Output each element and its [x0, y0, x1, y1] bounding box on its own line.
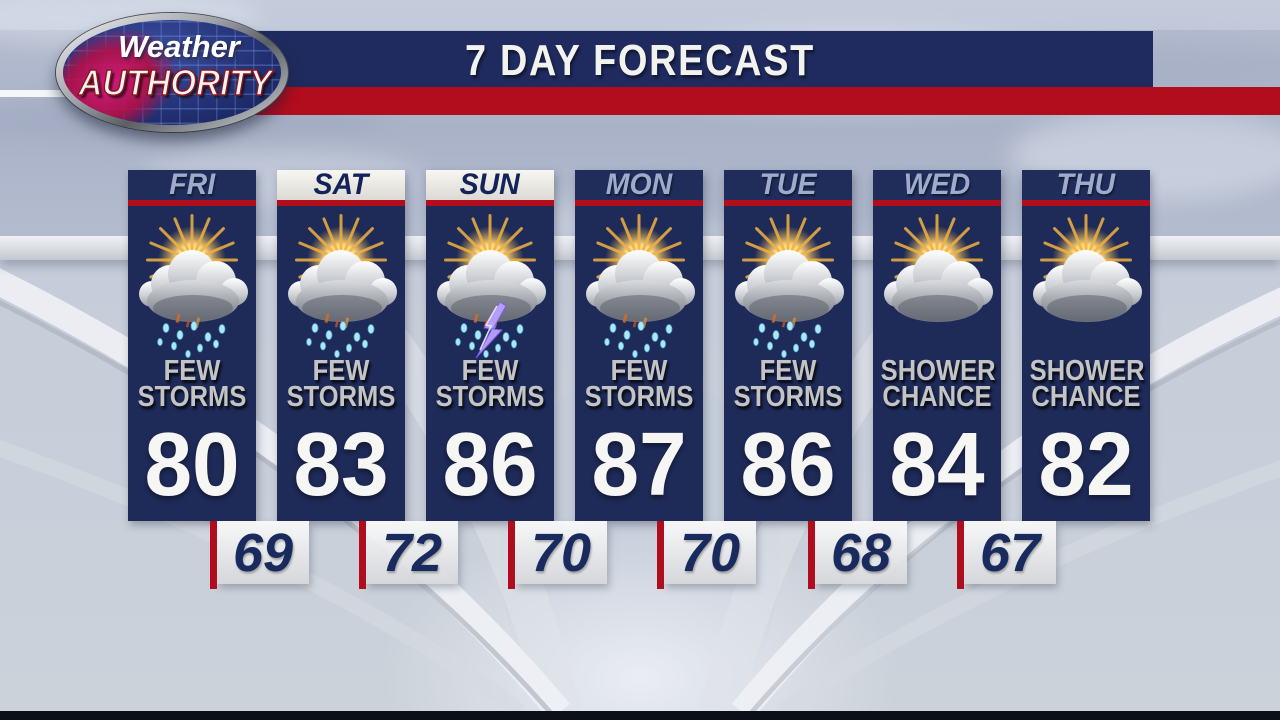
day-header: MON	[575, 168, 703, 201]
day-red-bar	[277, 200, 405, 206]
low-temp-box: 67	[957, 521, 1056, 589]
day-red-bar	[426, 200, 554, 206]
low-temp: 72	[366, 521, 458, 584]
day-header: SAT	[277, 168, 405, 201]
low-temp: 67	[964, 521, 1056, 584]
weather-icon-storm-rain	[577, 202, 701, 362]
day-label: SAT	[313, 168, 369, 201]
logo-text-authority: AUTHORITY	[78, 61, 273, 104]
condition-text: FEW STORMS	[584, 355, 694, 413]
day-label: TUE	[759, 168, 817, 201]
high-temp: 80	[144, 415, 240, 515]
high-temp: 86	[740, 415, 836, 515]
condition-text: FEW STORMS	[137, 355, 247, 413]
day-red-bar	[128, 200, 256, 206]
weather-icon-storm-rain	[279, 202, 403, 362]
day-label: THU	[1056, 168, 1116, 201]
forecast-column-wed: WED SHOWER CHANCE 84	[873, 168, 1001, 521]
day-red-bar	[724, 200, 852, 206]
weather-authority-logo: Weather AUTHORITY	[56, 13, 288, 132]
bottom-dark-bar	[0, 711, 1280, 720]
low-temp-box: 69	[210, 521, 309, 589]
low-temp-box: 70	[657, 521, 756, 589]
condition-text: SHOWER CHANCE	[880, 355, 996, 413]
low-temp-box: 72	[359, 521, 458, 589]
day-red-bar	[1022, 200, 1150, 206]
high-temp: 83	[293, 415, 389, 515]
day-header: TUE	[724, 168, 852, 201]
day-header: WED	[873, 168, 1001, 201]
logo-globe	[63, 20, 281, 125]
condition-text: SHOWER CHANCE	[1029, 355, 1145, 413]
low-red-bar	[508, 521, 515, 589]
forecast-column-sat: SAT FEW STORMS 83	[277, 168, 405, 521]
condition-text: FEW STORMS	[435, 355, 545, 413]
forecast-column-sun: SUN FEW STORMS 86	[426, 168, 554, 521]
condition-text: FEW STORMS	[733, 355, 843, 413]
day-header: SUN	[426, 168, 554, 201]
day-label: SUN	[459, 168, 521, 201]
forecast-column-fri: FRI FEW STORMS 80	[128, 168, 256, 521]
weather-icon-storm-lightning	[428, 202, 552, 362]
weather-icon-sun-cloud	[1024, 202, 1148, 362]
weather-icon-sun-cloud	[875, 202, 999, 362]
day-label: MON	[605, 168, 673, 201]
high-temp: 84	[889, 415, 985, 515]
day-label: FRI	[169, 168, 215, 201]
forecast-column-mon: MON FEW STORMS 87	[575, 168, 703, 521]
low-temp: 70	[515, 521, 607, 584]
low-temp: 70	[664, 521, 756, 584]
low-temp: 68	[815, 521, 907, 584]
day-header: THU	[1022, 168, 1150, 201]
day-header: FRI	[128, 168, 256, 201]
forecast-column-tue: TUE FEW STORMS 86	[724, 168, 852, 521]
high-temp: 87	[591, 415, 687, 515]
day-red-bar	[873, 200, 1001, 206]
title-banner-red-stripe	[230, 87, 1280, 115]
low-temp-box: 70	[508, 521, 607, 589]
weather-icon-storm-rain	[130, 202, 254, 362]
logo-text-weather: Weather	[118, 29, 240, 64]
forecast-column-thu: THU SHOWER CHANCE 82	[1022, 168, 1150, 521]
title-banner	[230, 31, 1153, 87]
day-red-bar	[575, 200, 703, 206]
condition-text: FEW STORMS	[286, 355, 396, 413]
low-red-bar	[957, 521, 964, 589]
low-red-bar	[808, 521, 815, 589]
day-label: WED	[903, 168, 971, 201]
low-red-bar	[359, 521, 366, 589]
page-title: 7 DAY FORECAST	[464, 36, 815, 85]
low-red-bar	[657, 521, 664, 589]
low-temp: 69	[217, 521, 309, 584]
weather-icon-storm-rain	[726, 202, 850, 362]
high-temp: 82	[1038, 415, 1134, 515]
low-red-bar	[210, 521, 217, 589]
low-temp-box: 68	[808, 521, 907, 589]
high-temp: 86	[442, 415, 538, 515]
